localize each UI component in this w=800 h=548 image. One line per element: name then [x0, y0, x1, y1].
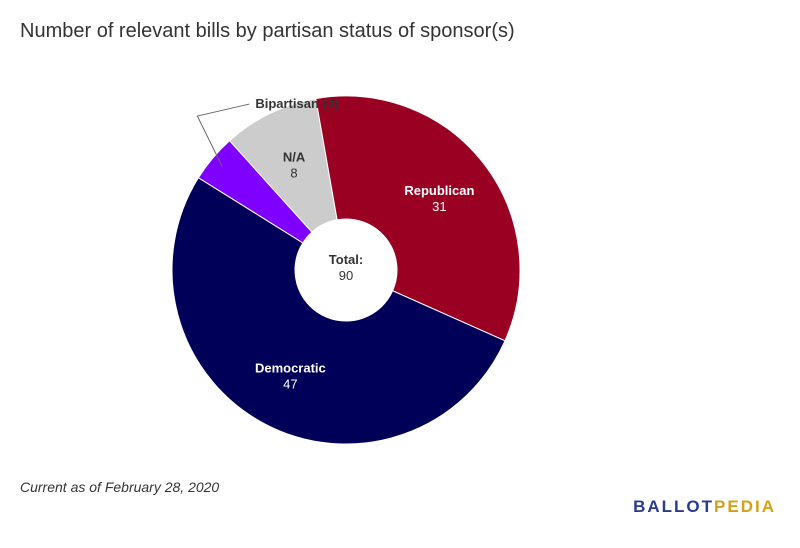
slice-value-n-a: 8 — [290, 165, 297, 180]
leader-line-bipartisan — [196, 103, 250, 167]
slice-label-republican: Republican — [404, 183, 474, 198]
center-total-value: 90 — [339, 268, 353, 283]
slice-value-republican: 31 — [432, 199, 446, 214]
slice-label-democratic: Democratic — [255, 361, 326, 376]
slice-republican — [315, 95, 521, 342]
logo-pedia: PEDIA — [714, 497, 776, 516]
ballotpedia-logo: BALLOTPEDIA — [633, 497, 776, 517]
footnote: Current as of February 28, 2020 — [20, 479, 220, 495]
center-total-label: Total: — [329, 252, 363, 267]
logo-ballot: BALLOT — [633, 497, 715, 516]
slice-democratic — [171, 177, 506, 445]
slice-value-democratic: 47 — [283, 377, 297, 392]
chart-title: Number of relevant bills by partisan sta… — [20, 20, 515, 42]
slices-group — [171, 95, 521, 445]
slice-label-n-a: N/A — [283, 149, 306, 164]
slice-label-bipartisan: Bipartisan (4) — [255, 96, 338, 111]
